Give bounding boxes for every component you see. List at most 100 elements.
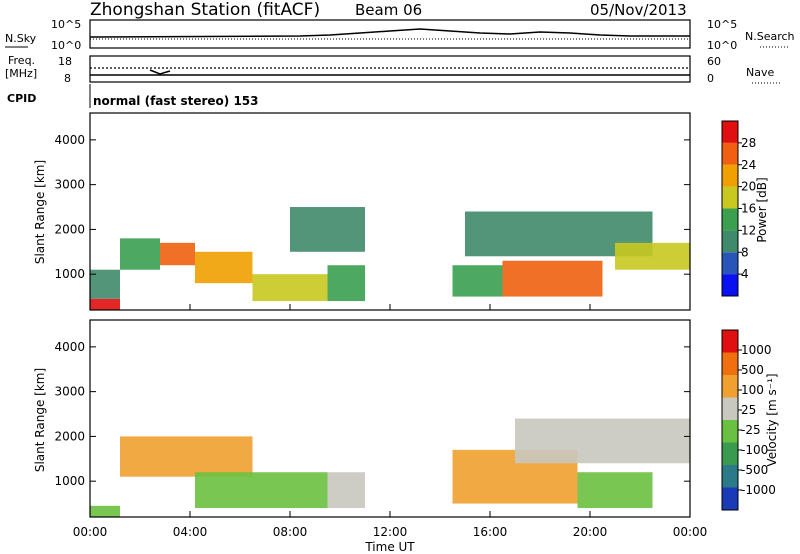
velocity-colorbar-tick-label: 100 — [741, 383, 764, 397]
velocity-colorbar-swatch — [722, 330, 738, 353]
velocity-colorbar-label: Velocity [m s⁻¹] — [765, 373, 779, 466]
power-colorbar-tick-label: 4 — [741, 267, 749, 281]
power-colorbar-swatches — [722, 121, 738, 296]
velocity-colorbar-tick-label: -500 — [741, 463, 768, 477]
power-echo-region — [252, 274, 328, 302]
nsky-strip: N.Sky 10^5 10^0 10^5 10^0 N.Search — [5, 18, 795, 52]
station-title: Zhongshan Station (fitACF) — [90, 0, 320, 20]
freq-strip: Freq. [MHz] 18 8 60 0 Nave — [5, 54, 780, 85]
power-colorbar-swatch — [722, 164, 738, 187]
time-tick-label: 00:00 — [73, 525, 108, 539]
power-ytick-label: 3000 — [54, 178, 85, 192]
power-colorbar-swatch — [722, 208, 738, 231]
power-echo-region — [290, 207, 365, 252]
freq-label: Freq. — [8, 54, 35, 67]
power-data-layer — [90, 207, 690, 310]
power-colorbar-swatch — [722, 230, 738, 253]
velocity-panel: 1000 2000 3000 4000 Slant Range [km] — [33, 319, 691, 518]
nave-label: Nave — [746, 66, 774, 79]
cpid-label: CPID — [7, 92, 36, 105]
nsearch-label: N.Search — [745, 30, 795, 43]
nsearch-tick-bottom: 10^0 — [707, 39, 737, 52]
date-label: 05/Nov/2013 — [590, 1, 687, 19]
velocity-ytick-label: 4000 — [54, 340, 85, 354]
power-colorbar-swatch — [722, 142, 738, 165]
velocity-colorbar-swatch — [722, 352, 738, 375]
nsky-tick-top: 10^5 — [51, 18, 81, 31]
power-colorbar-tick-label: 20 — [741, 180, 756, 194]
power-echo-region — [452, 265, 503, 297]
power-colorbar-swatch — [722, 121, 738, 143]
velocity-colorbar-tick-label: -100 — [741, 443, 768, 457]
power-ytick-label: 4000 — [54, 133, 85, 147]
power-colorbar-tick-label: 12 — [741, 223, 756, 237]
velocity-ytick-label: 1000 — [54, 474, 85, 488]
power-echo-region — [90, 298, 120, 310]
power-colorbar-tick-label: 24 — [741, 158, 756, 172]
velocity-ylabel: Slant Range [km] — [33, 368, 47, 472]
velocity-echo-region — [327, 472, 365, 509]
velocity-colorbar-frame — [721, 329, 739, 511]
power-colorbar-ticks: 4 8 12 16 20 24 28 — [738, 136, 756, 281]
velocity-colorbar-tick-label: 500 — [741, 363, 764, 377]
freq-frame — [89, 55, 691, 83]
freq-unit: [MHz] — [5, 67, 37, 80]
time-axis-label: Time UT — [364, 540, 415, 554]
power-echo-region — [327, 265, 365, 302]
power-colorbar-tick-label: 8 — [741, 245, 749, 259]
power-echo-region — [615, 242, 690, 270]
time-tick-label: 12:00 — [373, 525, 408, 539]
velocity-yticks: 1000 2000 3000 4000 — [54, 340, 690, 488]
power-echo-region — [502, 260, 603, 297]
power-yticks: 1000 2000 3000 4000 — [54, 133, 690, 281]
power-echo-region — [195, 251, 253, 284]
nave-tick-bottom: 0 — [707, 72, 714, 85]
power-ytick-label: 2000 — [54, 222, 85, 236]
velocity-colorbar-swatch — [722, 397, 738, 420]
power-colorbar-label: Power [dB] — [755, 177, 769, 242]
velocity-echo-region — [120, 436, 253, 477]
nsearch-tick-top: 10^5 — [707, 18, 737, 31]
freq-dip — [149, 69, 171, 75]
power-colorbar-tick-label: 28 — [741, 136, 756, 150]
power-panel: 1000 2000 3000 4000 Slant Range [km] — [33, 112, 691, 311]
power-colorbar-tick-label: 16 — [741, 202, 756, 216]
power-ylabel: Slant Range [km] — [33, 160, 47, 264]
time-tick-label: 20:00 — [573, 525, 608, 539]
power-colorbar-swatch — [722, 274, 738, 296]
beam-label: Beam 06 — [355, 1, 422, 19]
velocity-colorbar: -1000 -500 -100 -25 25 100 500 1000 Velocity [m… — [721, 329, 779, 511]
velocity-colorbar-tick-label: 25 — [741, 403, 756, 417]
nsky-label: N.Sky — [5, 32, 37, 45]
nsky-tick-bottom: 10^0 — [51, 39, 81, 52]
velocity-echo-region — [515, 418, 690, 464]
velocity-colorbar-tick-label: -1000 — [741, 483, 776, 497]
velocity-echo-region — [577, 472, 653, 509]
velocity-echo-region — [90, 505, 120, 517]
time-axis: 00:00 04:00 08:00 12:00 16:00 20:00 00:00 — [73, 304, 708, 539]
velocity-colorbar-swatch — [722, 465, 738, 488]
velocity-colorbar-tick-label: 1000 — [741, 343, 772, 357]
freq-tick-bottom: 8 — [64, 72, 71, 85]
nave-tick-top: 60 — [707, 55, 721, 68]
power-colorbar-swatch — [722, 252, 738, 275]
velocity-colorbar-swatch — [722, 487, 738, 510]
velocity-colorbar-ticks: -1000 -500 -100 -25 25 100 500 1000 — [738, 343, 776, 497]
velocity-colorbar-tick-label: -25 — [741, 423, 761, 437]
velocity-colorbar-swatch — [722, 375, 738, 398]
velocity-colorbar-swatch — [722, 442, 738, 465]
power-colorbar-swatch — [722, 186, 738, 209]
time-tick-label: 00:00 — [673, 525, 708, 539]
freq-tick-top: 18 — [58, 55, 72, 68]
power-colorbar: 4 8 12 16 20 24 28 Power [dB] — [721, 120, 769, 297]
time-tick-label: 08:00 — [273, 525, 308, 539]
nsky-trace — [89, 28, 690, 38]
cpid-text: normal (fast stereo) 153 — [93, 94, 259, 108]
velocity-colorbar-swatch — [722, 420, 738, 443]
time-tick-label: 04:00 — [173, 525, 208, 539]
velocity-echo-region — [195, 472, 328, 509]
power-echo-region — [160, 242, 195, 266]
velocity-colorbar-swatches — [722, 330, 738, 510]
time-tick-label: 16:00 — [473, 525, 508, 539]
